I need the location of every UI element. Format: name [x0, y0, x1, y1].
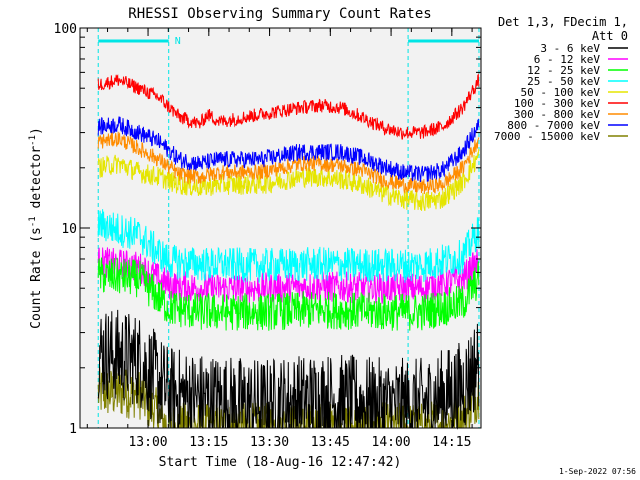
y-tick-label-0: 1	[69, 422, 77, 437]
y-axis-label-sup1: -1	[28, 216, 38, 227]
legend-label-8: 7000 - 15000 keV	[494, 130, 600, 143]
legend-label-7: 800 - 7000 keV	[507, 119, 600, 132]
legend-label-5: 100 - 300 keV	[514, 97, 600, 110]
legend-label-0: 3 - 6 keV	[540, 42, 600, 55]
y-axis-label-main: Count Rate (s	[29, 227, 44, 329]
x-axis-label: Start Time (18-Aug-16 12:47:42)	[159, 455, 402, 470]
y-tick-label-1: 10	[61, 222, 77, 237]
render-timestamp: 1-Sep-2022 07:56	[559, 467, 636, 476]
series-line-2	[97, 257, 480, 331]
x-tick-label-2: 13:30	[250, 435, 289, 450]
series-line-3	[97, 209, 480, 283]
series-line-6	[97, 131, 480, 195]
x-tick-label-4: 14:00	[372, 435, 411, 450]
axis-ticks: 13:00 13:15 13:30 13:45 14:00 14:15 1 10 100	[54, 22, 481, 450]
night-label: N	[175, 36, 181, 47]
y-axis-label: Count Rate (s-1 detector-1)	[28, 127, 44, 329]
legend-header-line1: Det 1,3, FDecim 1,	[498, 15, 628, 29]
y-axis-label-mid: detector	[29, 146, 44, 217]
legend-label-3: 25 - 50 keV	[527, 75, 600, 88]
x-tick-label-3: 13:45	[311, 435, 350, 450]
x-tick-label-1: 13:15	[189, 435, 228, 450]
series-line-4	[97, 148, 480, 212]
series-line-5	[97, 72, 480, 140]
y-axis-label-end: )	[29, 127, 44, 135]
legend-label-4: 50 - 100 keV	[521, 86, 601, 99]
legend-label-1: 6 - 12 keV	[534, 53, 601, 66]
series-line-0	[97, 309, 480, 430]
legend-label-2: 12 - 25 keV	[527, 64, 600, 77]
legend-label-6: 300 - 800 keV	[514, 108, 600, 121]
y-axis-label-sup2: -1	[28, 135, 38, 146]
legend-header-line2: Att 0	[592, 29, 628, 43]
x-tick-label-5: 14:15	[432, 435, 471, 450]
series-line-7	[97, 116, 480, 183]
data-series-layer	[97, 72, 480, 430]
y-tick-label-2: 100	[54, 22, 77, 37]
x-tick-label-0: 13:00	[128, 435, 167, 450]
chart-title: RHESSI Observing Summary Count Rates	[128, 6, 431, 22]
